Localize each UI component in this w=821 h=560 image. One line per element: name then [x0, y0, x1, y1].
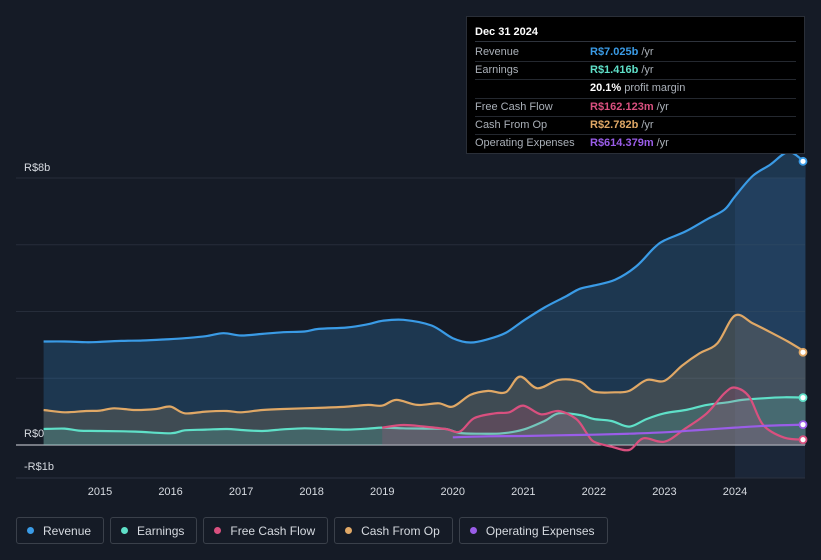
- operating-expenses-endpoint: [798, 420, 808, 430]
- revenue-area: [43, 151, 806, 446]
- x-tick-label: 2021: [511, 486, 535, 498]
- legend-dot-icon: [121, 527, 129, 534]
- legend-item-revenue[interactable]: Revenue: [16, 517, 105, 544]
- x-tick-label: 2022: [582, 486, 606, 498]
- legend-dot-icon: [27, 527, 34, 534]
- legend-label: Cash From Op: [361, 523, 440, 538]
- tooltip-value: R$7.025b: [590, 46, 639, 58]
- x-tick-label: 2019: [370, 486, 394, 498]
- tooltip-unit: /yr: [656, 100, 669, 113]
- tooltip-row: 20.1% profit margin: [475, 80, 796, 99]
- x-tick-label: 2024: [723, 486, 747, 498]
- chart-legend: Revenue Earnings Free Cash Flow Cash From O…: [16, 517, 608, 544]
- legend-item-earnings[interactable]: Earnings: [110, 517, 198, 544]
- tooltip-label: Revenue: [475, 46, 520, 58]
- revenue-line: [43, 150, 807, 344]
- tooltip-label: [475, 80, 590, 97]
- legend-dot-icon: [214, 527, 222, 534]
- free-cash-flow-line: [382, 386, 806, 452]
- y-tick-label: R$0: [24, 428, 44, 440]
- x-tick-label: 2023: [652, 486, 676, 498]
- x-tick-label: 2016: [158, 486, 182, 498]
- x-tick-label: 2017: [229, 486, 253, 498]
- tooltip-unit: /yr: [641, 46, 654, 58]
- data-tooltip: Dec 31 2024 Revenue R$7.025b/yr Earnings R$…: [466, 16, 805, 154]
- tooltip-date: Dec 31 2024: [475, 25, 796, 42]
- tooltip-unit: /yr: [641, 64, 654, 77]
- y-tick-label: R$8b: [24, 162, 50, 174]
- legend-item-operating-expenses[interactable]: Operating Expenses: [458, 517, 608, 544]
- tooltip-row: Operating Expenses R$614.379m/yr: [475, 135, 796, 152]
- free-cash-flow-endpoint: [798, 435, 808, 445]
- x-tick-label: 2018: [299, 486, 323, 498]
- legend-label: Revenue: [43, 523, 92, 538]
- earnings-endpoint: [798, 393, 808, 403]
- tooltip-value: R$1.416b: [590, 64, 639, 77]
- tooltip-unit: /yr: [656, 136, 669, 149]
- free-cash-flow-area: [382, 387, 806, 451]
- operating-expenses-line: [452, 423, 806, 439]
- tooltip-row: Free Cash Flow R$162.123m/yr: [475, 99, 796, 117]
- x-tick-label: 2020: [441, 486, 465, 498]
- tooltip-row: Revenue R$7.025b/yr: [475, 44, 796, 63]
- legend-label: Free Cash Flow: [230, 523, 316, 538]
- tooltip-value: R$162.123m: [590, 100, 654, 113]
- y-tick-label: -R$1b: [24, 461, 54, 473]
- tooltip-label: Free Cash Flow: [475, 100, 553, 113]
- legend-dot-icon: [345, 527, 353, 534]
- tooltip-label: Cash From Op: [475, 118, 548, 131]
- legend-item-cash-from-op[interactable]: Cash From Op: [334, 517, 453, 544]
- tooltip-row: Earnings R$1.416b/yr: [475, 62, 796, 81]
- tooltip-row: Cash From Op R$2.782b/yr: [475, 117, 796, 135]
- forecast-highlight: [735, 178, 805, 478]
- x-tick-label: 2015: [88, 486, 112, 498]
- legend-dot-icon: [469, 527, 477, 534]
- legend-label: Operating Expenses: [485, 523, 595, 538]
- tooltip-unit: /yr: [641, 118, 654, 131]
- revenue-endpoint: [798, 156, 808, 166]
- cash-from-op-line: [43, 313, 807, 415]
- tooltip-label: Earnings: [475, 64, 519, 77]
- legend-item-free-cash-flow[interactable]: Free Cash Flow: [203, 517, 329, 544]
- cash-from-op-endpoint: [798, 347, 808, 357]
- legend-label: Earnings: [137, 523, 185, 538]
- tooltip-value: R$614.379m: [590, 136, 654, 149]
- tooltip-value: 20.1%: [590, 82, 622, 95]
- tooltip-label: Operating Expenses: [475, 136, 575, 149]
- tooltip-unit: profit margin: [624, 82, 686, 95]
- tooltip-value: R$2.782b: [590, 118, 639, 131]
